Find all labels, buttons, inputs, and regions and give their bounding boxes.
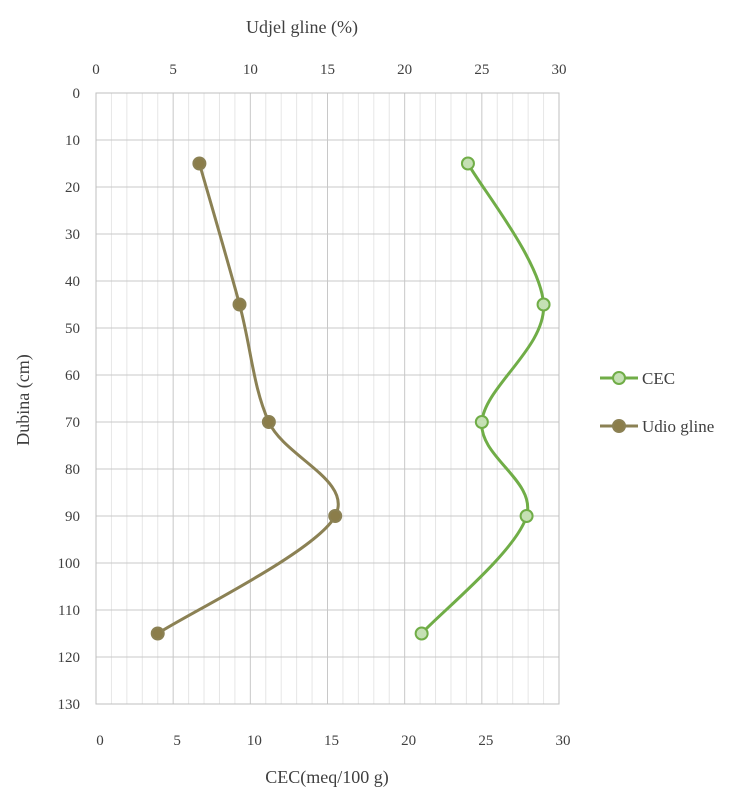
bottom-tick-label: 25 [478,733,493,749]
y-tick-label: 100 [58,556,81,572]
top-tick-label: 10 [243,62,258,78]
bottom-tick-label: 0 [96,733,104,749]
y-tick-label: 90 [65,509,80,525]
data-point-cec [414,626,429,641]
y-axis-title: Dubina (cm) [13,354,34,445]
data-point-cec [460,156,475,171]
y-tick-label: 80 [65,462,80,478]
x-bottom-axis-title: CEC(meq/100 g) [265,767,389,788]
series-cec [414,156,551,641]
bottom-tick-label: 20 [401,733,416,749]
y-tick-label: 70 [65,415,80,431]
x-top-axis-title: Udjel gline (%) [246,17,358,38]
data-point-udio-gline [232,297,247,312]
y-tick-label: 0 [73,86,81,102]
y-tick-label: 120 [58,650,81,666]
top-tick-label: 20 [397,62,412,78]
top-tick-label: 0 [92,62,100,78]
y-tick-label: 20 [65,180,80,196]
y-tick-label: 110 [58,603,80,619]
top-tick-labels: 0 5 10 15 20 25 30 [92,62,566,78]
bottom-tick-label: 15 [324,733,339,749]
data-point-cec [519,509,534,523]
bottom-tick-label: 5 [173,733,181,749]
top-tick-label: 30 [552,62,567,78]
series-layer [150,156,551,641]
top-tick-label: 15 [320,62,335,78]
data-point-udio-gline [328,509,343,523]
plot-border [95,92,560,705]
data-point-udio-gline [150,626,165,641]
data-point-cec [474,415,489,429]
y-tick-label: 10 [65,133,80,149]
top-tick-label: 25 [474,62,489,78]
bottom-tick-label: 30 [556,733,571,749]
y-tick-label: 40 [65,274,80,290]
bottom-tick-labels: 0 5 10 15 20 25 30 [96,733,570,749]
data-point-udio-gline [261,415,276,429]
legend-marker-cec [612,371,626,385]
data-point-udio-gline [192,156,207,171]
top-tick-label: 5 [169,62,177,78]
minor-grid [110,93,545,704]
bottom-tick-label: 10 [247,733,262,749]
legend: CEC Udio gline [600,369,714,436]
y-tick-label: 60 [65,368,80,384]
y-tick-label: 50 [65,321,80,337]
legend-marker-udio-gline [612,419,626,433]
legend-item-cec: CEC [600,369,675,388]
series-udio-gline [150,156,343,641]
y-tick-labels: 0 10 20 30 40 50 60 70 80 90 100 110 120 130 [58,86,81,713]
legend-item-udio-gline: Udio gline [600,417,714,436]
y-tick-label: 30 [65,227,80,243]
y-tick-label: 130 [58,697,81,713]
legend-label-udio-gline: Udio gline [642,417,714,436]
legend-label-cec: CEC [642,369,675,388]
data-point-cec [536,297,551,312]
